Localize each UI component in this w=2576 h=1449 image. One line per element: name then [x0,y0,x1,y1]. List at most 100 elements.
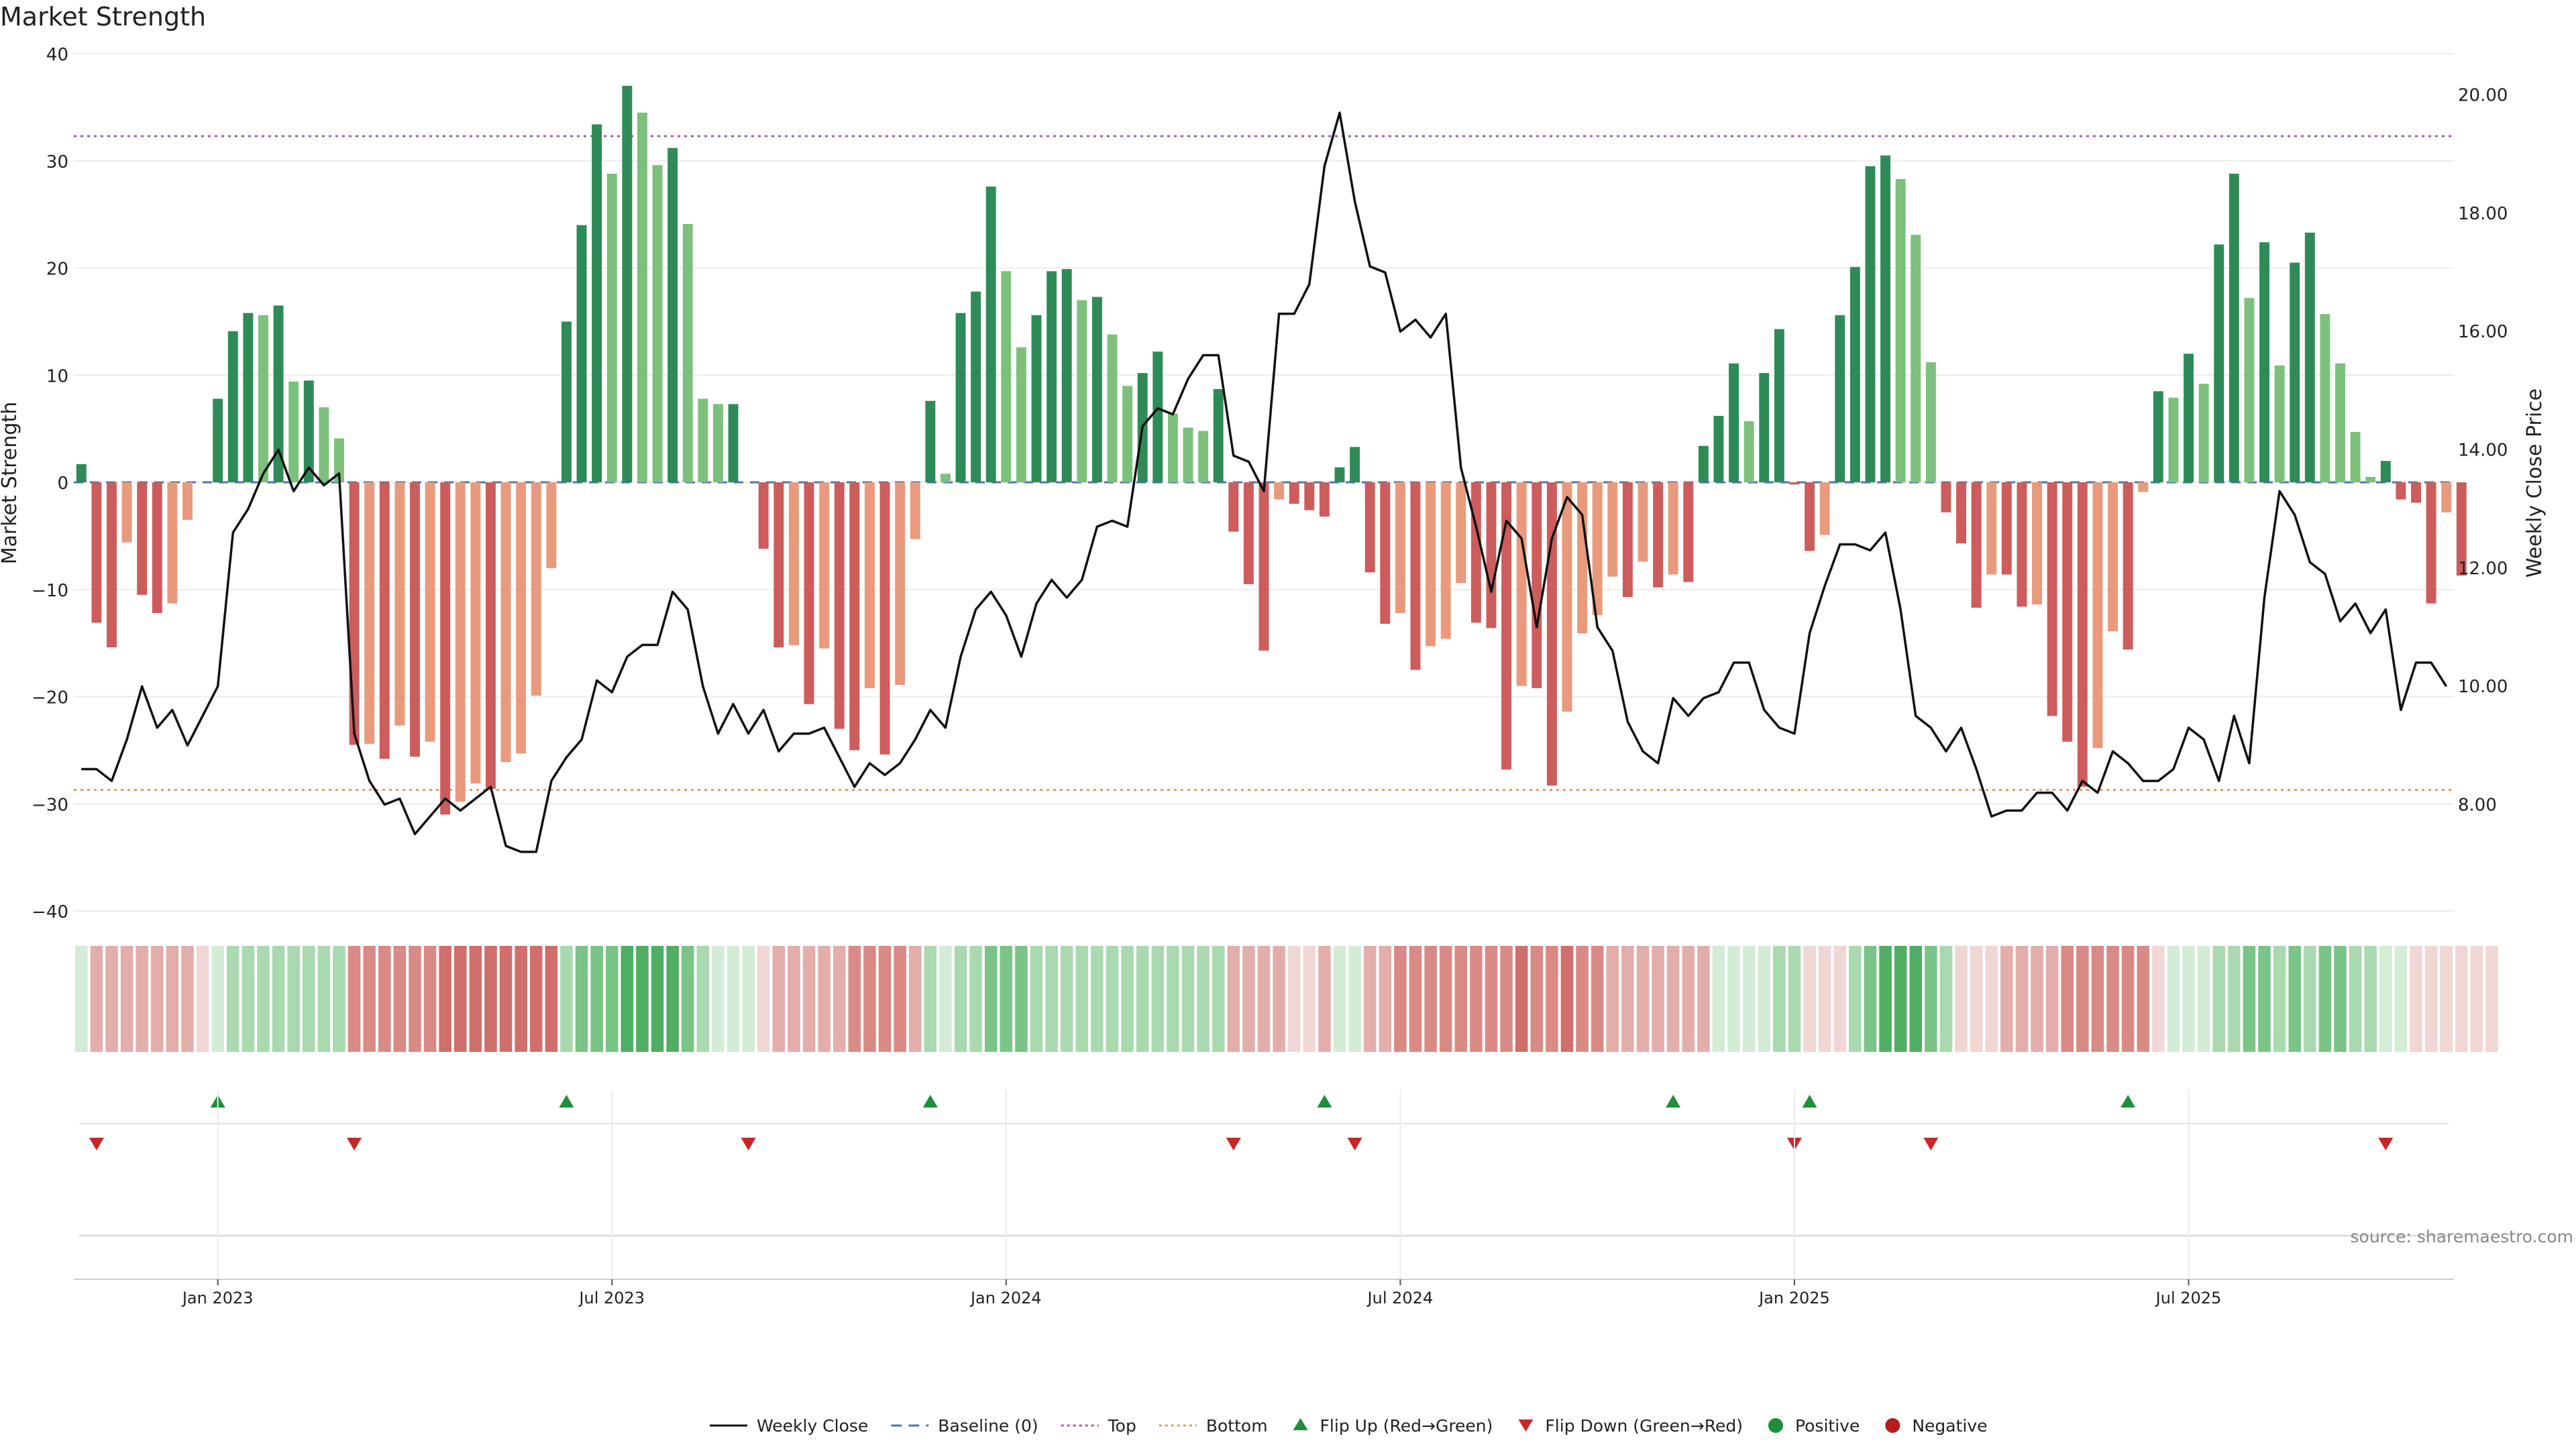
heat-cell [287,946,300,1052]
heat-cell [2000,946,2013,1052]
strength-bar [1152,352,1163,482]
strength-bar [2290,262,2300,482]
heat-cell [1106,946,1119,1052]
heat-cell [1485,946,1498,1052]
heat-cell [2061,946,2074,1052]
heat-cell [1091,946,1104,1052]
heat-cell [1970,946,1983,1052]
strength-bar [2184,354,2194,482]
strength-bar [410,482,420,757]
heat-cell [1273,946,1285,1052]
strength-bar [1698,445,1709,482]
heat-cell [2318,946,2332,1052]
heat-cell [1394,946,1407,1052]
strength-bar [2047,482,2057,716]
heat-cell [393,946,407,1052]
flip-down-marker [1347,1138,1362,1150]
strength-bar [213,398,223,482]
flip-down-marker [347,1138,362,1150]
heat-cell [120,946,133,1052]
heat-cell [1818,946,1831,1052]
heat-cell [575,946,588,1052]
legend-label: Weekly Close [757,1416,868,1436]
heat-cell [1682,946,1695,1052]
strength-bar [1274,482,1285,500]
heat-cell [1591,946,1604,1052]
strength-bar [728,404,739,482]
heat-cell [1666,946,1680,1052]
strength-bar [1819,482,1830,535]
heat-cell [1212,946,1225,1052]
flip-up-marker [559,1095,574,1108]
strength-bar [2304,232,2315,482]
strength-bar [925,400,936,482]
strength-bar [2244,298,2255,482]
heat-cell [105,946,118,1052]
legend-swatch [1885,1418,1900,1433]
flip-markers-panel [74,1123,2454,1280]
heat-cell [1606,946,1619,1052]
heat-cell [1030,946,1043,1052]
left-tick-label: −20 [32,688,68,708]
heat-cell [1363,946,1377,1052]
left-tick-label: −40 [32,902,68,922]
heat-cell [560,946,573,1052]
heat-cell [1500,946,1513,1052]
heat-cell [1546,946,1558,1052]
heat-cell [1621,946,1634,1052]
heat-cell [2304,946,2316,1052]
legend-swatch [1293,1418,1308,1430]
strength-bar [879,482,890,755]
heat-cell [75,946,88,1052]
left-tick-label: −10 [32,581,68,601]
source-note: source: sharemaestro.com [2351,1227,2574,1246]
strength-bar [1925,362,1936,482]
strength-bar [1350,447,1360,482]
heat-cell [1742,946,1756,1052]
flip-down-marker [89,1138,104,1150]
left-axis: 40 30 20 10 0 −10 −20 −30 −40 [32,45,68,922]
x-tick-label: Jul 2024 [1366,1289,1434,1307]
heat-cell [303,946,315,1052]
heat-cell [590,946,603,1052]
heat-cell [1333,946,1346,1052]
heat-cell [1833,946,1847,1052]
left-tick-label: 30 [46,152,68,172]
legend-item: Weekly Close [710,1416,868,1436]
heat-cell [1773,946,1786,1052]
heat-cell [90,946,103,1052]
strength-bar [2456,482,2467,576]
heat-cell [1227,946,1240,1052]
legend-label: Flip Up (Red→Green) [1320,1416,1493,1436]
left-tick-label: 10 [46,366,68,386]
legend-item: Bottom [1159,1416,1268,1436]
legend-item: Flip Down (Green→Red) [1518,1416,1743,1436]
heat-cell [742,946,755,1052]
strength-bar [667,148,678,482]
strength-bar [303,380,314,482]
strength-bar [622,85,633,483]
heat-cell [409,946,421,1052]
strength-bar [1805,482,1815,551]
strength-bar [819,482,830,649]
heat-cell [1075,946,1089,1052]
heat-cell [1439,946,1452,1052]
strength-bar [2441,482,2452,513]
right-tick-label: 14.00 [2458,441,2508,461]
strength-bar [1895,178,1906,482]
heat-cell [2121,946,2135,1052]
heat-cell [499,946,513,1052]
strength-bar [137,482,148,595]
left-tick-label: 20 [46,260,68,280]
flip-markers [89,1095,2394,1150]
heat-cell [969,946,982,1052]
heat-cell [1015,946,1028,1052]
heat-cell [1727,946,1740,1052]
strength-bar [758,482,769,549]
strength-bar [1198,431,1209,482]
strength-bar [1426,482,1436,647]
strength-bar [1759,373,1770,482]
left-tick-label: 0 [57,474,68,494]
strength-bar [2426,482,2436,604]
heat-cell [2349,946,2362,1052]
